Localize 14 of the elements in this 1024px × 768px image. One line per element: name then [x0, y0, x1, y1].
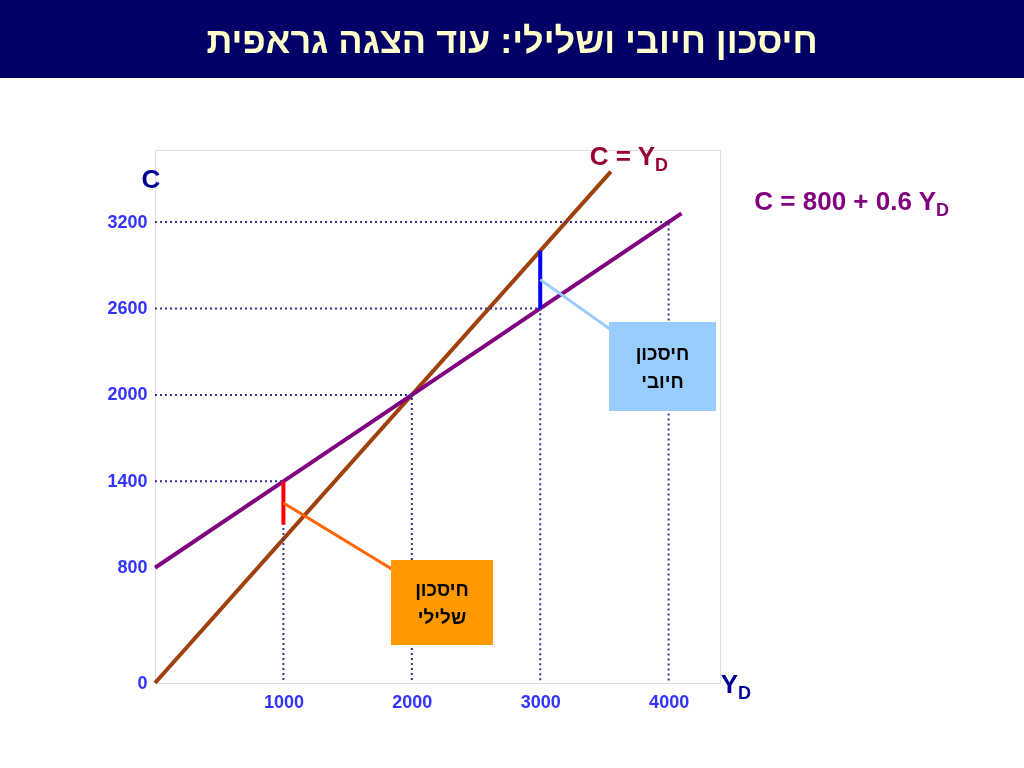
y-tick-label: 800	[117, 557, 148, 578]
y-tick-label: 1400	[107, 470, 148, 491]
y-tick-label: 0	[137, 672, 148, 693]
annotation: חיסכון שלילי	[415, 578, 469, 628]
y-tick-label: 3200	[107, 211, 148, 232]
x-tick-label: 1000	[263, 691, 304, 712]
x-tick-label: 2000	[392, 691, 433, 712]
y-tick-label: 2000	[107, 384, 148, 405]
chart-title: חיסכון חיובי ושלילי: עוד הצגה גראפית	[206, 20, 818, 61]
y-axis-title: C	[141, 164, 161, 194]
x-tick-label: 3000	[520, 691, 561, 712]
x-tick-label: 4000	[649, 691, 690, 712]
y-tick-label: 2600	[107, 297, 148, 318]
annotation: חיסכון חיובי	[635, 342, 690, 392]
